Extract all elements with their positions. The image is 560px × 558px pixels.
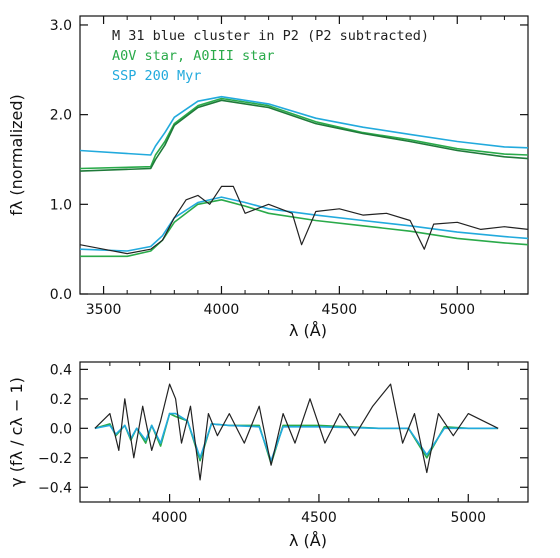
top-x-ticks: 3500 4000 4500 5000 bbox=[79, 16, 529, 318]
top-y-axis-label: fλ (normalized) bbox=[7, 94, 26, 216]
bottom-plot-frame bbox=[79, 361, 529, 503]
series-line-2 bbox=[79, 95, 529, 156]
x-tick-label: 4000 bbox=[152, 510, 188, 526]
y-tick-label: 3.0 bbox=[50, 18, 72, 34]
series-line-3 bbox=[80, 199, 529, 258]
series-line-5 bbox=[79, 185, 529, 255]
y-tick-label: −0.4 bbox=[38, 480, 72, 496]
series-line-0 bbox=[79, 97, 529, 170]
bottom-x-ticks: 4000 4500 5000 bbox=[79, 362, 529, 526]
y-tick-label: 0.0 bbox=[50, 287, 72, 303]
top-legend: M 31 blue cluster in P2 (P2 subtracted) … bbox=[112, 28, 429, 84]
y-tick-label: −0.2 bbox=[38, 451, 72, 467]
legend-entry-ssp: SSP 200 Myr bbox=[112, 68, 201, 84]
bottom-series-lines bbox=[94, 383, 499, 481]
x-tick-label: 4500 bbox=[301, 510, 337, 526]
y-tick-label: 0.2 bbox=[50, 392, 72, 408]
y-tick-label: 1.0 bbox=[50, 197, 72, 213]
bottom-residual-panel: 4000 4500 5000 −0.4 −0.2 0.0 0.2 0.4 λ (Å) γ (… bbox=[7, 361, 529, 550]
x-tick-label: 4000 bbox=[204, 302, 240, 318]
bottom-y-ticks: −0.4 −0.2 0.0 0.2 0.4 bbox=[38, 362, 528, 496]
x-tick-label: 4500 bbox=[322, 302, 358, 318]
bottom-y-axis-label: γ (fλ / cλ − 1) bbox=[7, 377, 26, 487]
top-x-axis-label: λ (Å) bbox=[289, 321, 327, 340]
x-tick-label: 3500 bbox=[86, 302, 122, 318]
y-tick-label: 0.0 bbox=[50, 421, 72, 437]
x-tick-label: 5000 bbox=[450, 510, 486, 526]
y-tick-label: 2.0 bbox=[50, 108, 72, 124]
legend-entry-a0-stars: A0V star, A0III star bbox=[112, 48, 275, 64]
top-spectrum-panel: 3500 4000 4500 5000 0.0 1.0 2.0 3.0 M 31 blue … bbox=[7, 15, 529, 340]
series-line-1 bbox=[79, 99, 529, 172]
series-line-4 bbox=[79, 196, 529, 252]
x-tick-label: 5000 bbox=[439, 302, 475, 318]
series-line-2 bbox=[94, 383, 499, 481]
top-series-lines bbox=[79, 95, 529, 258]
top-y-ticks: 0.0 1.0 2.0 3.0 bbox=[50, 18, 528, 303]
bottom-x-axis-label: λ (Å) bbox=[289, 531, 327, 550]
legend-entry-cluster: M 31 blue cluster in P2 (P2 subtracted) bbox=[112, 28, 429, 44]
y-tick-label: 0.4 bbox=[50, 362, 72, 378]
